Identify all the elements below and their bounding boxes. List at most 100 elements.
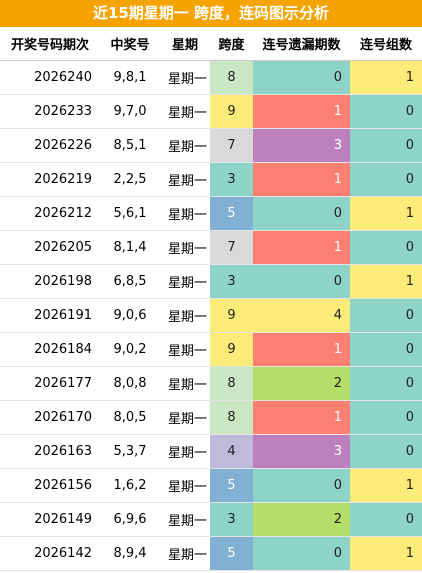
table-cell: 3 (253, 128, 350, 163)
table-cell: 5 (210, 536, 253, 571)
table-cell: 0 (350, 502, 422, 537)
table-cell: 星期一 (160, 400, 210, 435)
table-cell: 2 (253, 366, 350, 401)
header-cell: 星期 (160, 27, 210, 61)
table-cell: 8 (210, 366, 253, 401)
table-cell: 星期一 (160, 264, 210, 299)
header-cell: 中奖号 (100, 27, 160, 61)
table-cell: 0 (253, 468, 350, 503)
table-cell: 8,5,1 (100, 128, 160, 163)
header-cell: 连号组数 (350, 27, 422, 61)
table-cell: 5 (210, 196, 253, 231)
table-row: 2026170 8,0,5 星期一 8 1 0 (0, 400, 422, 435)
table-cell: 9,8,1 (100, 60, 160, 95)
table-cell: 0 (350, 128, 422, 163)
table-cell: 6,9,6 (100, 502, 160, 537)
table-cell: 星期一 (160, 366, 210, 401)
table-cell: 1 (350, 536, 422, 571)
table-cell: 2026212 (0, 196, 100, 231)
table-row: 2026240 9,8,1 星期一 8 0 1 (0, 60, 422, 95)
table-cell: 星期一 (160, 332, 210, 367)
table-cell: 0 (350, 400, 422, 435)
table-cell: 0 (350, 332, 422, 367)
table-cell: 星期一 (160, 536, 210, 571)
table-cell: 3 (253, 434, 350, 469)
table-cell: 9 (210, 94, 253, 129)
table-cell: 星期一 (160, 298, 210, 333)
table-cell: 8,1,4 (100, 230, 160, 265)
table-row: 2026149 6,9,6 星期一 3 2 0 (0, 502, 422, 537)
table-cell: 0 (253, 60, 350, 95)
table-cell: 星期一 (160, 128, 210, 163)
table-cell: 2 (253, 502, 350, 537)
table-cell: 9,0,6 (100, 298, 160, 333)
table-cell: 3 (210, 502, 253, 537)
table-cell: 7 (210, 230, 253, 265)
table-cell: 4 (210, 434, 253, 469)
title-bar: 近15期星期一 跨度，连码图示分析 (0, 0, 422, 27)
table-cell: 2026184 (0, 332, 100, 367)
table: 开奖号码期次 中奖号 星期 跨度 连号遗漏期数 连号组数 2026240 9,8,1 星期一 8… (0, 27, 422, 571)
table-cell: 2026226 (0, 128, 100, 163)
table-cell: 1 (253, 162, 350, 197)
table-row: 2026205 8,1,4 星期一 7 1 0 (0, 230, 422, 265)
table-row: 2026142 8,9,4 星期一 5 0 1 (0, 536, 422, 571)
table-cell: 1 (350, 264, 422, 299)
table-row: 2026156 1,6,2 星期一 5 0 1 (0, 468, 422, 503)
table-row: 2026233 9,7,0 星期一 9 1 0 (0, 94, 422, 129)
table-cell: 1 (253, 400, 350, 435)
table-cell: 1 (350, 196, 422, 231)
table-cell: 8,0,8 (100, 366, 160, 401)
table-cell: 2026198 (0, 264, 100, 299)
table-row: 2026191 9,0,6 星期一 9 4 0 (0, 298, 422, 333)
table-cell: 8 (210, 400, 253, 435)
header-cell: 跨度 (210, 27, 253, 61)
table-cell: 9 (210, 298, 253, 333)
table-cell: 2026240 (0, 60, 100, 95)
table-row: 2026198 6,8,5 星期一 3 0 1 (0, 264, 422, 299)
table-cell: 7 (210, 128, 253, 163)
header-cell: 连号遗漏期数 (253, 27, 350, 61)
table-row: 2026219 2,2,5 星期一 3 1 0 (0, 162, 422, 197)
table-row: 2026212 5,6,1 星期一 5 0 1 (0, 196, 422, 231)
table-cell: 0 (253, 264, 350, 299)
table-cell: 2026163 (0, 434, 100, 469)
table-cell: 1 (350, 468, 422, 503)
table-cell: 星期一 (160, 230, 210, 265)
table-cell: 9 (210, 332, 253, 367)
table-cell: 2026219 (0, 162, 100, 197)
table-cell: 2026205 (0, 230, 100, 265)
table-cell: 1 (253, 230, 350, 265)
table-cell: 2026177 (0, 366, 100, 401)
table-cell: 2026233 (0, 94, 100, 129)
table-cell: 3 (210, 162, 253, 197)
table-cell: 0 (350, 94, 422, 129)
table-cell: 9,7,0 (100, 94, 160, 129)
table-row: 2026184 9,0,2 星期一 9 1 0 (0, 332, 422, 367)
table-cell: 2026156 (0, 468, 100, 503)
table-cell: 2026149 (0, 502, 100, 537)
table-cell: 0 (350, 298, 422, 333)
table-cell: 星期一 (160, 502, 210, 537)
table-cell: 0 (253, 196, 350, 231)
table-cell: 星期一 (160, 468, 210, 503)
table-cell: 2026142 (0, 536, 100, 571)
table-cell: 8 (210, 60, 253, 95)
table-row: 2026226 8,5,1 星期一 7 3 0 (0, 128, 422, 163)
table-cell: 0 (350, 434, 422, 469)
header-row: 开奖号码期次 中奖号 星期 跨度 连号遗漏期数 连号组数 (0, 27, 422, 61)
table-cell: 星期一 (160, 196, 210, 231)
table-cell: 星期一 (160, 162, 210, 197)
table-cell: 2,2,5 (100, 162, 160, 197)
table-cell: 星期一 (160, 434, 210, 469)
table-cell: 1,6,2 (100, 468, 160, 503)
table-body: 2026240 9,8,1 星期一 8 0 1 2026233 9,7,0 星期一 9 1 0 2026… (0, 60, 422, 571)
table-cell: 5,6,1 (100, 196, 160, 231)
table-cell: 4 (253, 298, 350, 333)
table-cell: 3 (210, 264, 253, 299)
table-cell: 0 (350, 162, 422, 197)
table-cell: 0 (350, 366, 422, 401)
table-cell: 1 (253, 332, 350, 367)
table-cell: 6,8,5 (100, 264, 160, 299)
